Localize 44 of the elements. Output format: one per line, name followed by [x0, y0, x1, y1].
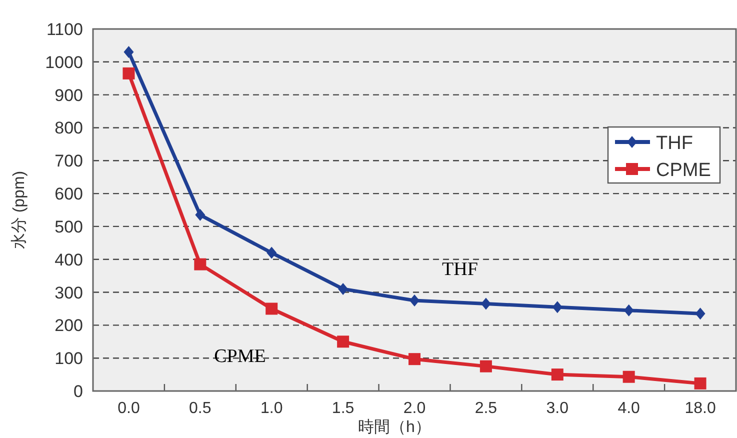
y-tick-label: 900	[54, 86, 83, 105]
point	[124, 46, 134, 58]
y-tick-label: 0	[74, 382, 83, 401]
point	[480, 298, 491, 310]
y-tick-label: 100	[54, 349, 83, 368]
x-tick-label: 1.5	[332, 400, 354, 417]
point	[338, 282, 348, 295]
y-tick-label: 300	[54, 283, 83, 302]
point	[266, 302, 278, 315]
point	[551, 368, 564, 381]
y-tick-label: 500	[54, 217, 83, 236]
x-tick-label: 2.5	[474, 400, 498, 417]
point	[266, 246, 277, 259]
point	[337, 336, 350, 348]
point	[552, 301, 562, 314]
point	[194, 258, 206, 270]
y-tick-label: 600	[54, 184, 83, 204]
x-tick-label: 4.0	[618, 400, 640, 417]
y-tick-label: 800	[54, 118, 83, 138]
point	[622, 370, 635, 383]
legend-label: CPME	[656, 160, 711, 181]
y-tick-label: 200	[54, 316, 83, 336]
y-tick-label: 700	[54, 152, 83, 171]
x-tick-label: 0.5	[189, 400, 212, 417]
point	[694, 377, 706, 390]
point	[695, 308, 706, 320]
x-tick-label: 0.0	[118, 400, 140, 417]
x-tick-label: 1.0	[260, 400, 283, 417]
x-tick-label: 2.0	[403, 400, 426, 417]
y-tick-label: 400	[54, 250, 83, 270]
point	[624, 304, 634, 316]
y-tick-label: 1100	[46, 20, 83, 39]
point	[410, 294, 420, 306]
y-tick-label: 1000	[45, 52, 83, 72]
point	[480, 360, 492, 372]
x-tick-label: 18.0	[684, 400, 716, 417]
y-axis-title: 水分 (ppm)	[10, 170, 28, 250]
annotation: THF	[442, 259, 478, 280]
legend-label: THF	[656, 133, 693, 154]
point	[195, 208, 206, 221]
x-tick-label: 3.0	[546, 400, 569, 417]
point	[122, 67, 135, 80]
point	[408, 353, 420, 366]
x-axis-title: 時間（h）	[358, 418, 431, 436]
